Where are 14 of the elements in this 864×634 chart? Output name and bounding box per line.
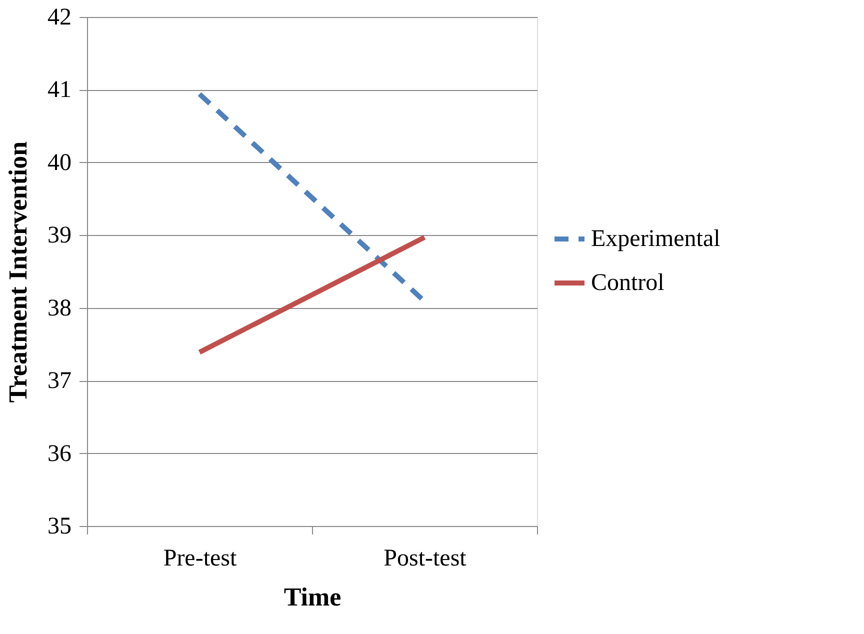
legend-label: Experimental	[591, 226, 721, 252]
y-tick-label: 41	[48, 77, 72, 104]
x-tick-label: Post-test	[384, 546, 467, 572]
x-axis-title: Time	[284, 582, 342, 612]
y-tick-label: 39	[48, 222, 72, 249]
y-tick-label: 37	[48, 368, 72, 394]
x-tick-label: Pre-test	[163, 546, 237, 572]
legend-label: Control	[591, 270, 665, 296]
y-tick-label: 40	[48, 150, 72, 176]
y-tick-label: 36	[48, 440, 72, 467]
y-tick-label: 38	[48, 295, 72, 322]
y-tick-label: 35	[48, 514, 72, 540]
y-axis-title: Treatment Intervention	[4, 140, 32, 403]
y-tick-label: 42	[48, 4, 72, 30]
